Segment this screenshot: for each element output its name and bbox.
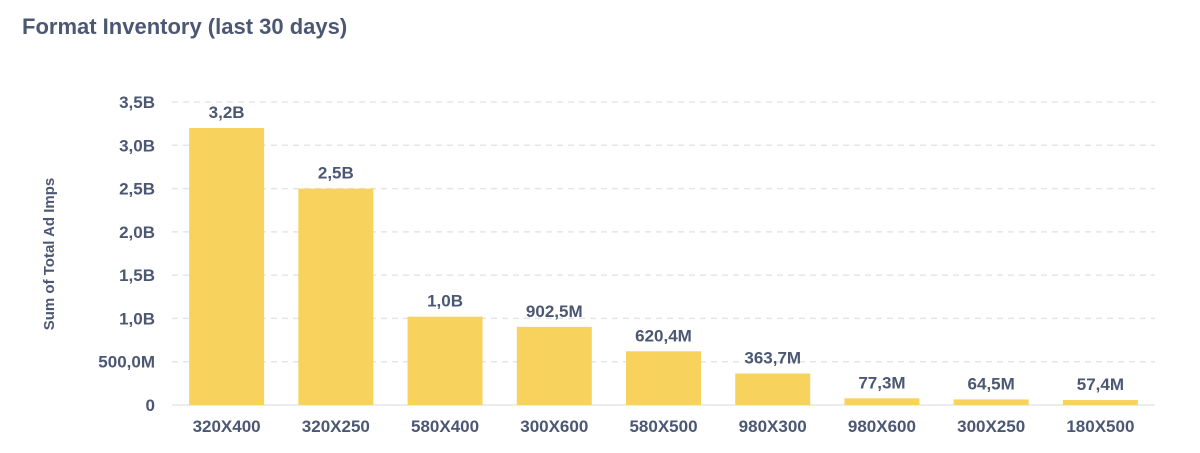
y-tick-label: 2,5B [119,180,155,199]
y-tick-label: 500,0M [98,353,155,372]
x-tick-label: 180X500 [1066,417,1134,436]
x-tick-label: 980X300 [739,417,807,436]
bar [407,316,483,405]
x-tick-label: 320X250 [302,417,370,436]
y-tick-label: 3,0B [119,136,155,155]
y-tick-label: 3,5B [119,93,155,112]
data-label: 77,3M [858,373,905,392]
data-label: 2,5B [318,164,354,183]
data-label: 363,7M [744,349,801,368]
x-tick-label: 320X400 [193,417,261,436]
data-label: 902,5M [526,302,583,321]
data-label: 57,4M [1077,375,1124,394]
data-label: 64,5M [968,374,1015,393]
bar [735,373,811,405]
y-tick-label: 0 [146,396,155,415]
data-label: 3,2B [209,103,245,122]
bar [1062,400,1138,405]
data-label: 1,0B [427,292,463,311]
x-tick-label: 300X250 [957,417,1025,436]
bar [189,127,265,405]
y-tick-label: 1,5B [119,266,155,285]
chart-title: Format Inventory (last 30 days) [22,14,348,39]
x-tick-label: 300X600 [520,417,588,436]
bar [298,188,374,405]
bar [626,351,701,405]
y-tick-label: 2,0B [119,223,155,242]
bar [516,326,592,405]
x-tick-label: 580X400 [411,417,479,436]
y-tick-label: 1,0B [119,309,155,328]
x-tick-label: 980X600 [848,417,916,436]
y-axis-label: Sum of Total Ad Imps [41,178,58,331]
bar [953,399,1029,405]
x-tick-label: 580X500 [629,417,697,436]
data-label: 620,4M [635,326,692,345]
bar [844,398,920,405]
